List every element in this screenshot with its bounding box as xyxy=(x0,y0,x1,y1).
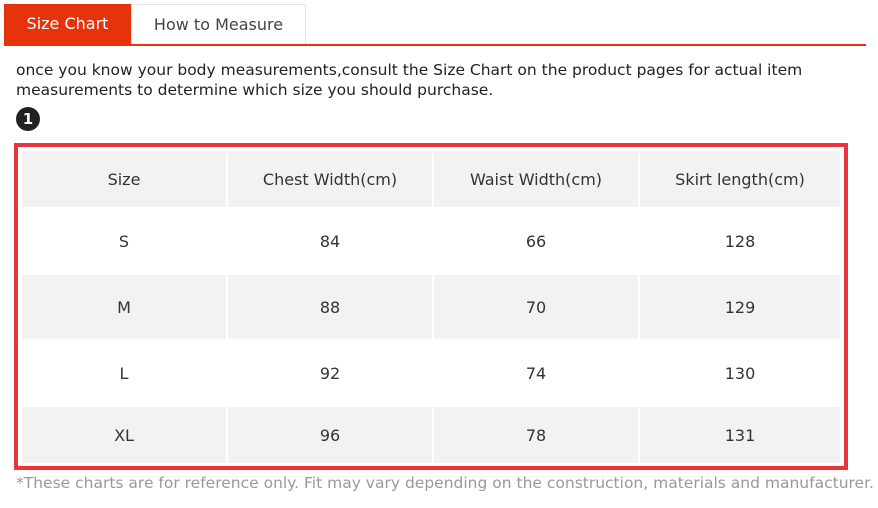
table-cell: 70 xyxy=(434,275,638,339)
table-cell: M xyxy=(22,275,226,339)
table-cell: 78 xyxy=(434,407,638,463)
intro-text: once you know your body measurements,con… xyxy=(16,61,803,99)
table-cell: 92 xyxy=(319,363,341,383)
header-row: Size Chest Width(cm) Waist Width(cm) Ski… xyxy=(22,151,840,207)
table-cell: 128 xyxy=(724,231,756,251)
header-cell: Skirt length(cm) xyxy=(640,151,840,207)
table-row: L 92 74 130 xyxy=(22,341,840,405)
table-cell: 66 xyxy=(525,231,547,251)
footnote: *These charts are for reference only. Fi… xyxy=(16,474,874,492)
tab[interactable]: How to Measure xyxy=(131,4,306,44)
table-cell: S xyxy=(118,231,130,251)
step-badge: 1 xyxy=(16,107,40,131)
table-row: S 84 66 128 xyxy=(22,209,840,273)
table-cell: 74 xyxy=(525,363,547,383)
table-cell: 130 xyxy=(724,363,756,383)
table-row: M 88 70 129 xyxy=(22,275,840,339)
table-cell: 96 xyxy=(228,407,432,463)
table-cell: L xyxy=(119,363,129,383)
table-cell: 88 xyxy=(228,275,432,339)
size-table: Size Chest Width(cm) Waist Width(cm) Ski… xyxy=(14,143,848,470)
header-cell: Chest Width(cm) xyxy=(228,151,432,207)
table-cell: XL xyxy=(22,407,226,463)
header-cell: Size xyxy=(22,151,226,207)
table-cell: 129 xyxy=(640,275,840,339)
tab-rule xyxy=(4,44,866,46)
table-cell: 84 xyxy=(319,231,341,251)
table-cell: 131 xyxy=(640,407,840,463)
header-cell: Waist Width(cm) xyxy=(434,151,638,207)
table-row: XL 96 78 131 xyxy=(22,407,840,463)
tab[interactable]: Size Chart xyxy=(4,4,131,44)
